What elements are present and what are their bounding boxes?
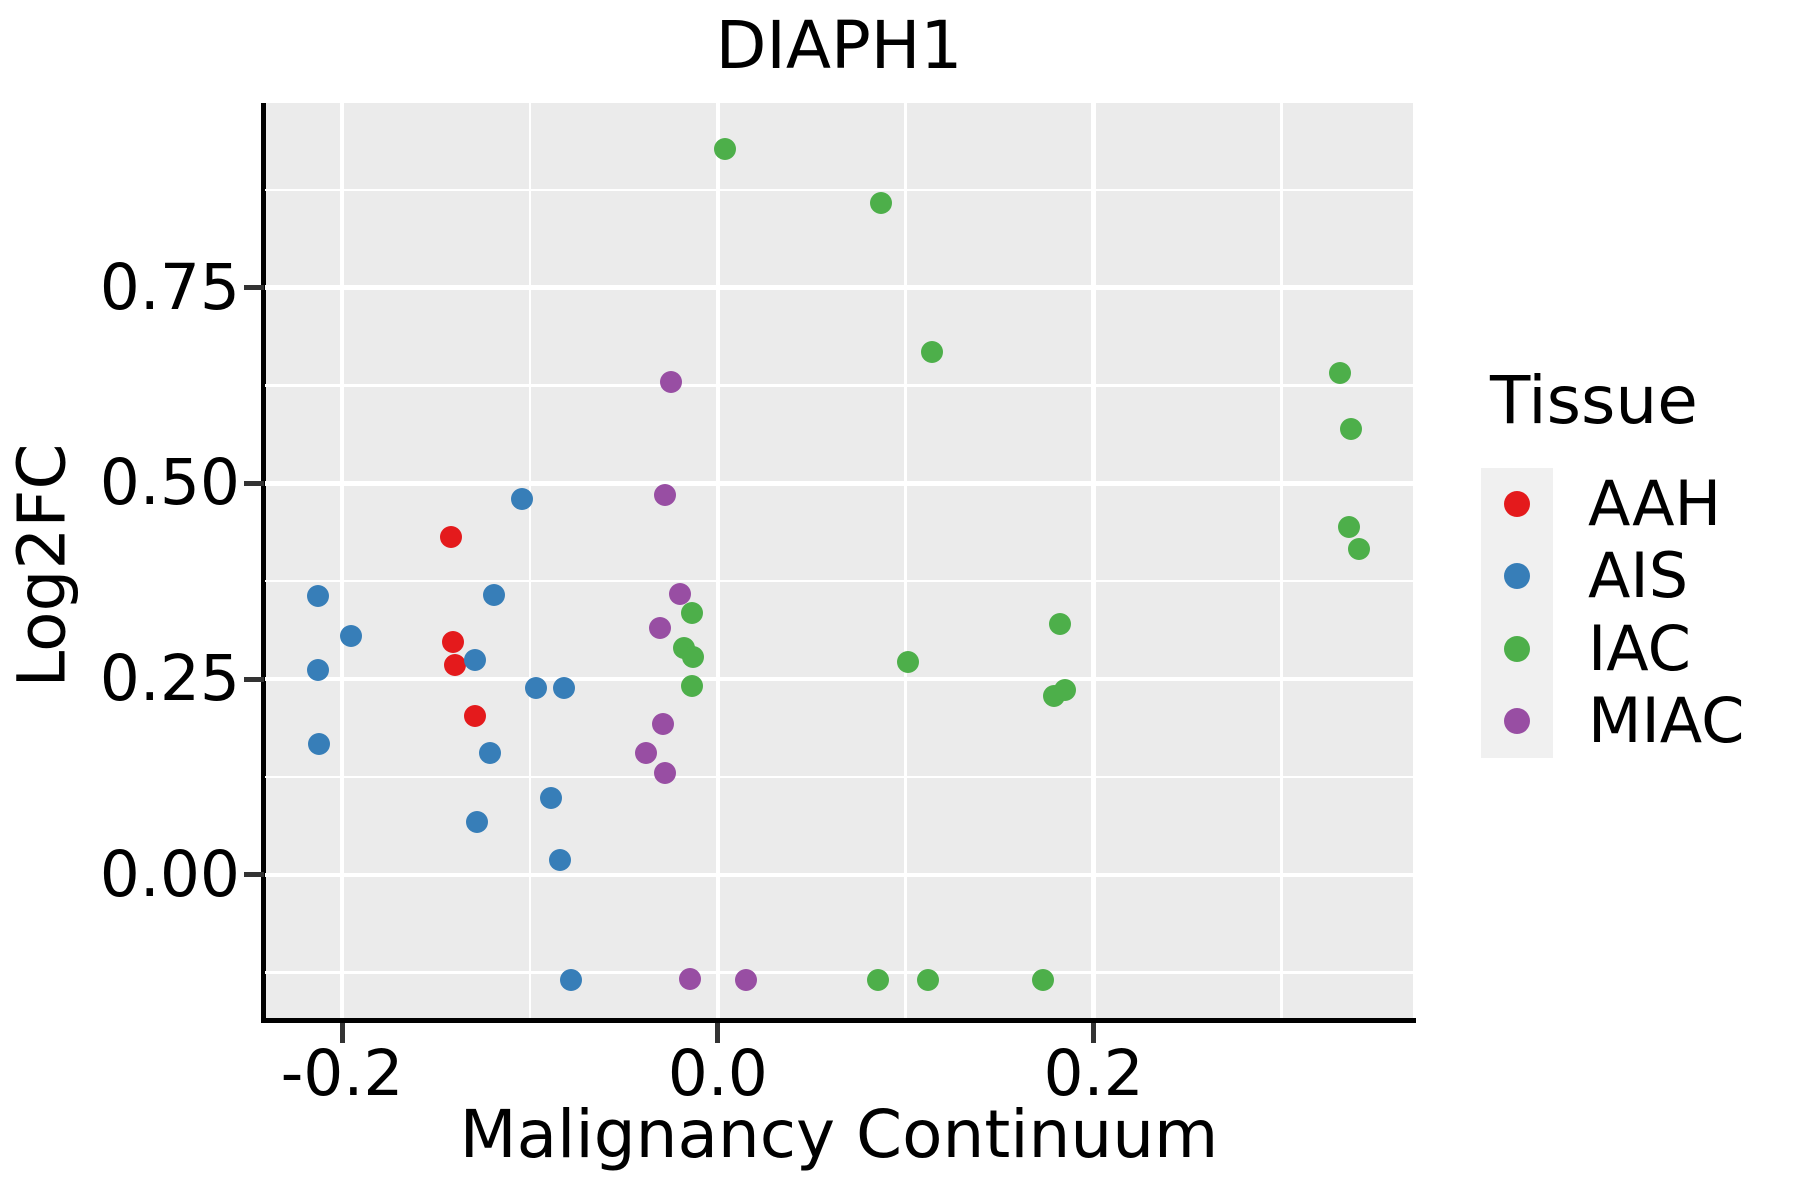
y-tick-mark: [244, 676, 264, 682]
data-point-ais: [552, 677, 575, 700]
y-tick-label: 0.75: [99, 250, 240, 324]
x-tick-label: -0.2: [280, 1037, 404, 1110]
x-major-gridline: [339, 103, 345, 1018]
data-point-ais: [539, 787, 562, 810]
x-axis-line: [261, 1018, 1416, 1023]
data-point-miac: [659, 370, 682, 393]
data-point-ais: [483, 583, 506, 606]
y-tick-mark: [244, 480, 264, 486]
legend-title: Tissue: [1490, 362, 1698, 439]
y-tick-label: 0.25: [99, 642, 240, 716]
y-major-gridline: [265, 872, 1413, 877]
x-major-gridline: [715, 103, 721, 1018]
y-minor-gridline: [265, 971, 1413, 974]
x-minor-gridline: [1280, 103, 1283, 1018]
x-tick-label: 0.2: [1043, 1037, 1144, 1110]
x-major-gridline: [1091, 103, 1096, 1018]
legend-item-label: IAC: [1588, 611, 1691, 685]
legend-item-label: AIS: [1588, 539, 1689, 613]
data-point-miac: [678, 967, 701, 990]
data-point-iac: [870, 192, 893, 215]
legend-swatch-ais: [1504, 563, 1530, 590]
x-tick-mark: [339, 1023, 345, 1043]
y-major-gridline: [265, 285, 1413, 290]
data-point-iac: [866, 968, 889, 991]
y-minor-gridline: [265, 579, 1413, 583]
data-point-miac: [734, 968, 757, 991]
data-point-iac: [1054, 679, 1077, 702]
data-point-ais: [466, 810, 489, 833]
data-point-ais: [306, 659, 329, 682]
data-point-aah: [440, 525, 462, 548]
data-point-iac: [1031, 968, 1054, 991]
y-tick-label: 0.50: [99, 446, 240, 520]
data-point-aah: [464, 704, 487, 727]
data-point-miac: [635, 742, 658, 765]
data-point-ais: [308, 733, 331, 756]
x-tick-mark: [715, 1023, 721, 1043]
data-point-ais: [464, 649, 487, 672]
x-minor-gridline: [528, 103, 532, 1018]
y-minor-gridline: [265, 384, 1413, 387]
plot-title: DIAPH1: [715, 7, 963, 84]
y-tick-mark: [244, 285, 264, 291]
data-point-ais: [306, 585, 329, 608]
data-point-miac: [654, 484, 677, 507]
x-tick-mark: [1091, 1023, 1097, 1043]
legend-swatch-miac: [1504, 707, 1530, 734]
data-point-iac: [680, 602, 703, 625]
y-tick-label: 0.00: [99, 837, 240, 911]
x-tick-label: 0.0: [667, 1037, 768, 1110]
data-point-ais: [548, 848, 571, 871]
y-axis-line: [261, 103, 266, 1023]
data-point-iac: [896, 650, 919, 673]
y-axis-title: Log2FC: [3, 443, 81, 688]
data-point-iac: [714, 138, 737, 161]
legend-swatch-aah: [1504, 491, 1530, 517]
data-point-iac: [917, 968, 940, 991]
y-minor-gridline: [265, 188, 1413, 192]
y-major-gridline: [265, 676, 1413, 682]
plot-panel: [265, 103, 1413, 1018]
data-point-iac: [1339, 417, 1362, 440]
data-point-iac: [1048, 612, 1071, 635]
data-point-iac: [921, 340, 943, 363]
data-point-iac: [1347, 538, 1370, 561]
legend-swatch-iac: [1504, 635, 1530, 662]
legend-item-label: MIAC: [1588, 683, 1745, 757]
data-point-iac: [1338, 516, 1361, 539]
x-axis-title: Malignancy Continuum: [459, 1096, 1219, 1173]
data-point-miac: [669, 582, 692, 605]
data-point-iac: [680, 675, 703, 698]
x-minor-gridline: [904, 103, 907, 1018]
data-point-aah: [443, 653, 466, 676]
data-point-miac: [648, 617, 671, 640]
data-point-ais: [524, 677, 547, 700]
data-point-miac: [654, 762, 677, 784]
data-point-iac: [682, 646, 705, 669]
data-point-ais: [340, 625, 363, 648]
data-point-aah: [441, 630, 464, 653]
y-minor-gridline: [265, 775, 1413, 779]
data-point-ais: [479, 741, 502, 764]
y-major-gridline: [265, 481, 1413, 486]
data-point-miac: [652, 712, 675, 735]
data-point-ais: [560, 968, 583, 991]
y-tick-mark: [244, 872, 264, 878]
legend-item-label: AAH: [1588, 467, 1722, 540]
data-point-iac: [1328, 362, 1351, 385]
data-point-ais: [511, 488, 534, 511]
